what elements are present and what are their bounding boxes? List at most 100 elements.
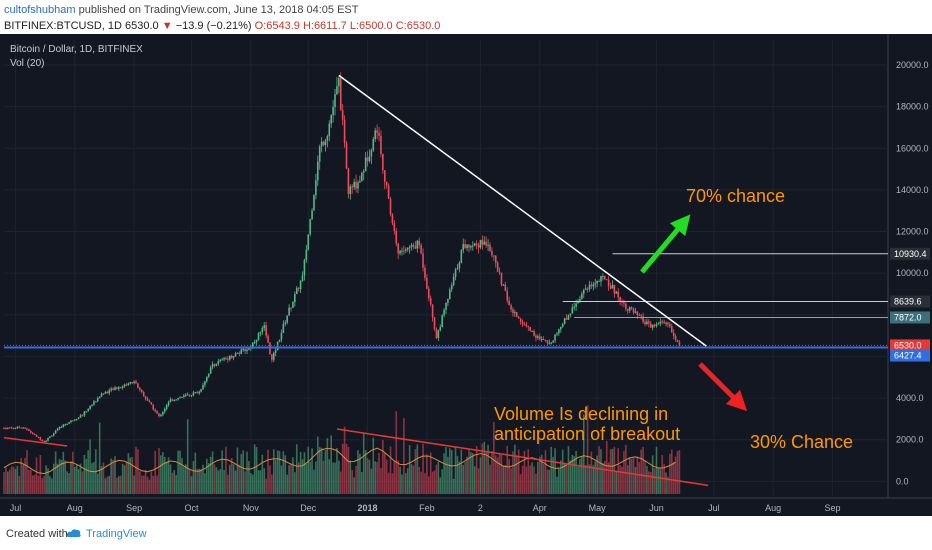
- candle-body: [271, 354, 273, 360]
- volume-bar: [429, 452, 432, 494]
- candle-body: [653, 324, 656, 327]
- candle-body: [642, 316, 644, 322]
- candle-body: [26, 428, 28, 430]
- down-arrow-icon: ▼: [161, 20, 173, 32]
- candle-body: [18, 426, 21, 428]
- volume-bar: [512, 451, 514, 494]
- candle-body: [584, 288, 587, 290]
- candle-body: [349, 186, 352, 194]
- candle-body: [66, 423, 68, 425]
- high-value: H:6611.7: [302, 20, 347, 32]
- candle-body: [521, 321, 524, 325]
- volume-bar: [422, 443, 424, 494]
- x-tick-label: May: [589, 503, 607, 513]
- volume-bar: [288, 465, 290, 494]
- volume-bar: [66, 471, 68, 494]
- candle-body: [246, 349, 248, 352]
- y-tick-label: 4000.0: [896, 393, 924, 403]
- volume-bar: [403, 418, 405, 494]
- volume-bar: [116, 477, 118, 494]
- candle-body: [648, 321, 650, 324]
- candle-body: [355, 181, 357, 189]
- candle-body: [28, 429, 30, 431]
- volume-bar: [83, 454, 86, 494]
- candle-body: [602, 275, 604, 277]
- candle-body: [129, 382, 132, 384]
- volume-bar: [307, 446, 310, 494]
- volume-bar: [294, 472, 296, 494]
- candle-body: [171, 399, 174, 401]
- volume-bar: [521, 465, 524, 494]
- candle-body: [439, 327, 442, 331]
- volume-bar: [81, 471, 84, 494]
- volume-bar: [41, 478, 44, 494]
- volume-bar: [458, 461, 461, 494]
- volume-bar: [452, 478, 455, 494]
- author-link[interactable]: cultofshubham: [4, 4, 76, 16]
- volume-bar: [52, 463, 55, 494]
- candle-body: [81, 415, 84, 417]
- candle-body: [41, 439, 44, 442]
- volume-bar: [489, 464, 491, 494]
- x-tick-label: Apr: [533, 503, 547, 513]
- candle-body: [35, 434, 38, 437]
- candle-body: [364, 157, 367, 172]
- candle-body: [435, 329, 438, 338]
- volume-bar: [579, 458, 581, 494]
- volume-bar: [22, 464, 24, 494]
- candle-body: [405, 249, 407, 251]
- volume-bar: [246, 451, 248, 494]
- volume-bar: [163, 456, 166, 494]
- volume-bar: [215, 467, 218, 494]
- volume-bar: [8, 469, 11, 494]
- candle-body: [450, 285, 453, 290]
- candle-body: [142, 392, 145, 397]
- volume-bar: [85, 458, 88, 494]
- candle-body: [236, 352, 239, 354]
- volume-bar: [456, 455, 459, 494]
- volume-bar: [211, 451, 214, 494]
- candle-body: [121, 386, 124, 388]
- volume-bar: [238, 464, 241, 494]
- candle-body: [5, 428, 7, 430]
- volume-bar: [471, 453, 474, 494]
- volume-bar: [368, 459, 371, 494]
- candle-body: [563, 318, 566, 324]
- x-tick-label: Aug: [67, 503, 83, 513]
- volume-bar: [669, 453, 671, 494]
- volume-bar: [108, 475, 111, 494]
- volume-bar: [420, 471, 422, 494]
- price-chart[interactable]: 0.02000.04000.06000.08000.010000.012000.…: [0, 34, 932, 516]
- candle-body: [33, 434, 36, 436]
- volume-bar: [309, 461, 311, 494]
- candle-body: [431, 304, 434, 318]
- volume-bar: [106, 476, 109, 494]
- volume-bar: [642, 446, 644, 494]
- candle-body: [420, 245, 422, 254]
- volume-bar: [299, 451, 302, 494]
- volume-bar: [244, 471, 246, 494]
- tradingview-logo[interactable]: TradingView: [86, 528, 147, 540]
- volume-bar: [481, 443, 484, 494]
- candle-body: [20, 427, 23, 429]
- candle-body: [586, 288, 589, 290]
- volume-bar: [54, 451, 57, 494]
- candle-body: [98, 396, 101, 399]
- candle-body: [594, 283, 597, 285]
- current-price-label: 6530.0: [894, 340, 922, 350]
- chart-area[interactable]: 0.02000.04000.06000.08000.010000.012000.…: [0, 34, 932, 516]
- volume-bar: [447, 456, 449, 494]
- support-tag: [890, 349, 930, 362]
- candle-body: [456, 268, 459, 270]
- x-tick-label: Nov: [243, 503, 260, 513]
- volume-bar: [500, 454, 503, 494]
- candle-body: [91, 404, 93, 406]
- volume-bar: [596, 455, 598, 494]
- volume-bar: [150, 471, 153, 494]
- candle-body: [655, 324, 658, 327]
- volume-bar: [569, 460, 572, 494]
- volume-bar: [546, 469, 549, 494]
- volume-bar: [412, 465, 415, 494]
- volume-bar: [498, 453, 501, 494]
- volume-bar: [194, 452, 197, 494]
